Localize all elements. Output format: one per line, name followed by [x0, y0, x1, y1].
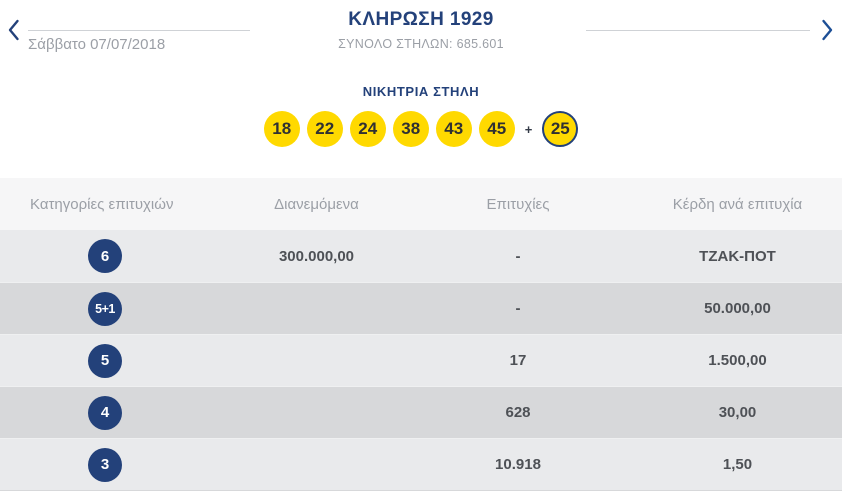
winning-number-ball: 24 [349, 111, 386, 147]
left-divider-line [28, 30, 250, 31]
winning-number-ball: 22 [306, 111, 343, 147]
winning-numbers: 18 22 24 38 43 45 + 25 [0, 111, 842, 147]
winning-number-ball: 45 [478, 111, 515, 147]
draw-title: ΚΛΗΡΩΣΗ 1929 [348, 9, 494, 30]
table-row: 3 10.918 1,50 [0, 438, 842, 490]
prize-value: 1,50 [722, 456, 753, 473]
category-badge: 4 [88, 395, 122, 430]
column-header-distributed: Διανεμόμενα [274, 195, 359, 213]
table-row: 4 628 30,00 [0, 386, 842, 438]
category-badge: 3 [88, 447, 122, 482]
winning-column-section: ΝΙΚΗΤΡΙΑ ΣΤΗΛΗ 18 22 24 38 43 45 + 25 [0, 84, 842, 147]
draw-date: Σάββατο 07/07/2018 [28, 36, 166, 53]
column-header-categories: Κατηγορίες επιτυχιών [30, 195, 174, 213]
hits-value: 17 [509, 352, 527, 369]
next-draw-button[interactable] [816, 18, 838, 44]
total-columns-label: ΣΥΝΟΛΟ ΣΤΗΛΩΝ: 685.601 [338, 37, 504, 51]
distributed-value: 300.000,00 [278, 247, 355, 265]
previous-draw-button[interactable] [2, 18, 24, 44]
column-header-prize: Κέρδη ανά επιτυχία [672, 195, 803, 213]
table-row: 5 17 1.500,00 [0, 334, 842, 386]
draw-header: ΚΛΗΡΩΣΗ 1929 ΣΥΝΟΛΟ ΣΤΗΛΩΝ: 685.601 [271, 9, 571, 51]
winning-number-ball: 38 [392, 111, 429, 147]
hits-value: - [515, 247, 521, 265]
hits-value: - [515, 300, 521, 317]
prize-value: 30,00 [718, 404, 757, 421]
winning-column-label: ΝΙΚΗΤΡΙΑ ΣΤΗΛΗ [362, 84, 480, 99]
prize-value: ΤΖΑΚ-ΠΟΤ [699, 247, 776, 265]
prize-value: 1.500,00 [708, 352, 767, 369]
category-badge: 5 [88, 343, 122, 378]
prize-categories-table: Κατηγορίες επιτυχιών Διανεμόμενα Επιτυχί… [0, 178, 842, 491]
plus-sign: + [524, 121, 533, 137]
category-badge: 5+1 [88, 291, 122, 326]
table-row: 5+1 - 50.000,00 [0, 282, 842, 334]
winning-number-ball: 43 [435, 111, 472, 147]
category-badge: 6 [88, 239, 122, 273]
right-divider-line [586, 30, 810, 31]
hits-value: 628 [505, 404, 531, 421]
prize-value: 50.000,00 [704, 300, 771, 317]
joker-number-ball: 25 [542, 111, 579, 147]
column-header-hits: Επιτυχίες [486, 195, 550, 213]
winning-number-ball: 18 [263, 111, 300, 147]
table-row: 6 300.000,00 - ΤΖΑΚ-ΠΟΤ [0, 230, 842, 282]
hits-value: 10.918 [495, 456, 541, 473]
table-header-row: Κατηγορίες επιτυχιών Διανεμόμενα Επιτυχί… [0, 178, 842, 230]
chevron-right-icon [821, 19, 834, 44]
chevron-left-icon [7, 19, 20, 44]
draw-navigation: Σάββατο 07/07/2018 ΚΛΗΡΩΣΗ 1929 ΣΥΝΟΛΟ Σ… [0, 0, 842, 62]
